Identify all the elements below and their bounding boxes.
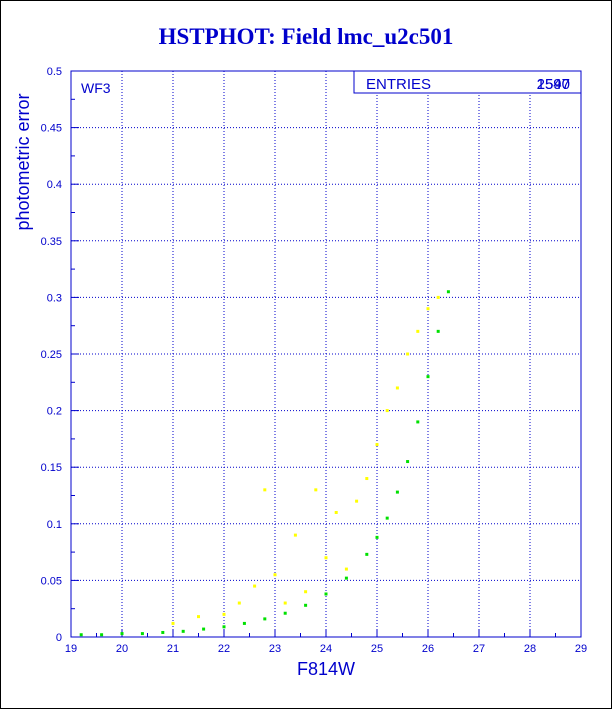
x-tick-label: 25 (371, 643, 383, 655)
x-axis-label: F814W (297, 659, 355, 679)
x-axis: 19 20 21 22 23 24 25 26 27 28 29 (65, 629, 587, 655)
y-axis: 0 0.05 0.1 0.15 0.2 0.25 0.3 0.35 0.4 0.45 0.5 (41, 66, 79, 644)
x-tick-label: 20 (116, 643, 128, 655)
data-point (416, 420, 420, 424)
data-point (79, 633, 83, 637)
data-point (253, 584, 257, 588)
data-point (100, 633, 104, 637)
data-point (324, 556, 328, 560)
data-point (222, 612, 226, 616)
y-tick-label: 0.45 (41, 123, 62, 135)
x-tick-label: 28 (524, 643, 536, 655)
data-point (395, 490, 399, 494)
data-point (406, 460, 410, 464)
data-point (365, 477, 369, 481)
x-tick-label: 27 (473, 643, 485, 655)
data-point (273, 573, 277, 577)
panel-label: WF3 (81, 80, 111, 96)
y-tick-label: 0.4 (47, 179, 62, 191)
y-tick-label: 0 (56, 632, 62, 644)
x-tick-label: 26 (422, 643, 434, 655)
data-point (385, 516, 389, 520)
data-point (324, 592, 328, 596)
data-point (171, 621, 175, 625)
stats-label: ENTRIES (366, 76, 431, 93)
data-point (161, 630, 165, 634)
y-tick-label: 0.25 (41, 349, 62, 361)
grid (71, 71, 581, 637)
data-point (304, 603, 308, 607)
data-point (416, 329, 420, 333)
data-point (293, 533, 297, 537)
data-point (375, 535, 379, 539)
x-tick-label: 21 (167, 643, 179, 655)
chart-title: HSTPHOT: Field lmc_u2c501 (158, 24, 454, 49)
data-point (202, 627, 206, 631)
data-point (242, 621, 246, 625)
data-point (344, 576, 348, 580)
data-point (395, 386, 399, 390)
y-tick-label: 0.35 (41, 236, 62, 248)
y-tick-label: 0.3 (47, 292, 62, 304)
data-point (283, 601, 287, 605)
data-point (263, 488, 267, 492)
y-tick-label: 0.05 (41, 575, 62, 587)
data-point (283, 611, 287, 615)
data-point (140, 632, 144, 636)
data-point (406, 352, 410, 356)
y-tick-label: 0.2 (47, 406, 62, 418)
data-point (365, 552, 369, 556)
data-point (237, 601, 241, 605)
data-point (385, 409, 389, 413)
stats-box (353, 70, 582, 94)
data-point (120, 632, 124, 636)
scatter-points (79, 290, 450, 637)
data-point (334, 510, 338, 514)
stats-value-2: 1540 (537, 76, 570, 93)
y-axis-label: photometric error (13, 93, 33, 230)
stats-value-1: 2597 (537, 76, 570, 93)
data-point (436, 295, 440, 299)
data-point (181, 629, 185, 633)
data-point (355, 499, 359, 503)
data-point (222, 625, 226, 629)
data-point (426, 375, 430, 379)
data-point (426, 307, 430, 311)
data-point (375, 443, 379, 447)
x-tick-label: 19 (65, 643, 77, 655)
data-point (344, 567, 348, 571)
x-tick-label: 22 (218, 643, 230, 655)
data-point (436, 329, 440, 333)
data-point (304, 590, 308, 594)
x-tick-label: 24 (320, 643, 332, 655)
y-tick-label: 0.1 (47, 519, 62, 531)
data-point (446, 290, 450, 294)
y-tick-label: 0.15 (41, 462, 62, 474)
data-point (314, 488, 318, 492)
data-point (263, 617, 267, 621)
data-point (197, 615, 200, 619)
x-tick-label: 29 (575, 643, 587, 655)
y-tick-label: 0.5 (47, 66, 62, 78)
x-tick-label: 23 (269, 643, 281, 655)
